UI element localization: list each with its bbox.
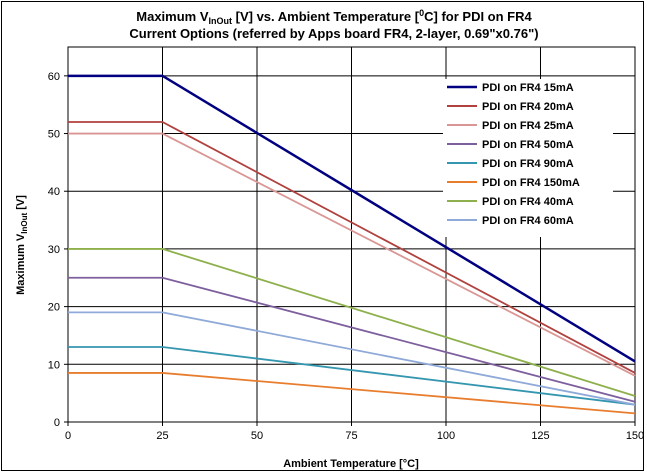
y-tick-label: 50 xyxy=(48,129,60,141)
y-tick-label: 20 xyxy=(48,302,60,314)
legend-label: PDI on FR4 40mA xyxy=(482,196,574,208)
legend: PDI on FR4 15mA PDI on FR4 20mA PDI on FR4… xyxy=(443,79,613,237)
y-tick-label: 30 xyxy=(48,244,60,256)
x-tick-label: 75 xyxy=(345,430,357,442)
series-line-8 xyxy=(68,311,636,406)
legend-label: PDI on FR4 150mA xyxy=(482,177,580,189)
series-line-4 xyxy=(68,276,636,403)
series-line-5 xyxy=(68,346,636,406)
series-line-2 xyxy=(68,121,636,374)
legend-label: PDI on FR4 50mA xyxy=(482,139,574,151)
x-tick-label: 100 xyxy=(437,430,455,442)
chart-title-line2: Current Options (referred by Apps board … xyxy=(129,26,538,41)
y-tick-label: 0 xyxy=(54,417,60,429)
x-tick-label: 125 xyxy=(531,430,549,442)
x-tick-label: 50 xyxy=(251,430,263,442)
tick-labels: 0 25 50 75 100 125 150 0 10 20 30 40 50 60 xyxy=(48,71,644,442)
legend-label: PDI on FR4 15mA xyxy=(482,82,574,94)
legend-label: PDI on FR4 25mA xyxy=(482,120,574,132)
legend-label: PDI on FR4 90mA xyxy=(482,158,574,170)
x-tick-label: 150 xyxy=(626,430,644,442)
chart-title-line1: Maximum VInOut [V] vs. Ambient Temperatu… xyxy=(136,8,532,26)
y-tick-label: 10 xyxy=(48,359,60,371)
legend-label: PDI on FR4 20mA xyxy=(482,101,574,113)
x-tick-label: 25 xyxy=(156,430,168,442)
series-line-1 xyxy=(68,74,636,363)
series-lines xyxy=(68,74,636,415)
series-line-3 xyxy=(68,132,636,377)
x-tick-label: 0 xyxy=(65,430,71,442)
series-line-6 xyxy=(68,372,636,415)
y-tick-label: 40 xyxy=(48,186,60,198)
y-axis-label: Maximum VInOut [V] xyxy=(15,195,29,295)
series-line-7 xyxy=(68,248,636,397)
legend-label: PDI on FR4 60mA xyxy=(482,215,574,227)
x-axis-label: Ambient Temperature [°C] xyxy=(283,458,419,470)
y-tick-label: 60 xyxy=(48,71,60,83)
